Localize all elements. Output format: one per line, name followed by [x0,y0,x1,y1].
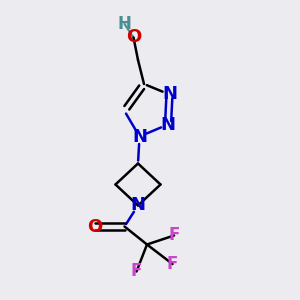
Text: F: F [131,262,142,280]
Text: N: N [162,85,177,103]
Text: O: O [126,28,141,46]
Text: N: N [130,196,146,214]
Text: N: N [132,128,147,146]
Text: H: H [118,15,131,33]
Text: F: F [168,226,180,244]
Text: F: F [167,255,178,273]
Text: O: O [87,218,102,236]
Text: N: N [160,116,175,134]
